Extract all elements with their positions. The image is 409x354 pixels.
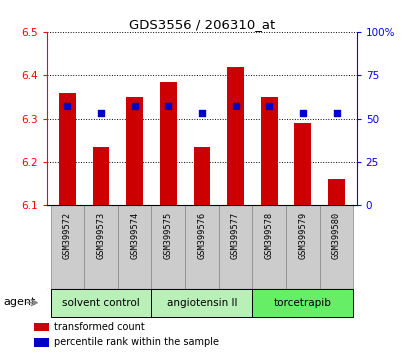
Point xyxy=(131,104,137,109)
Text: angiotensin II: angiotensin II xyxy=(166,298,236,308)
Point xyxy=(299,110,306,116)
Text: GSM399572: GSM399572 xyxy=(63,212,72,259)
Bar xyxy=(252,205,285,289)
Bar xyxy=(252,289,353,317)
Point xyxy=(97,110,104,116)
Bar xyxy=(84,205,117,289)
Text: GSM399578: GSM399578 xyxy=(264,212,273,259)
Bar xyxy=(151,289,252,317)
Point xyxy=(64,104,70,109)
Bar xyxy=(126,97,143,205)
Bar xyxy=(151,205,184,289)
Text: percentile rank within the sample: percentile rank within the sample xyxy=(54,337,218,348)
Text: agent: agent xyxy=(4,297,36,307)
Bar xyxy=(50,205,84,289)
Point xyxy=(265,104,272,109)
Bar xyxy=(34,338,49,347)
Bar xyxy=(160,82,176,205)
Bar xyxy=(50,289,151,317)
Text: GSM399576: GSM399576 xyxy=(197,212,206,259)
Text: solvent control: solvent control xyxy=(62,298,139,308)
Bar xyxy=(285,205,319,289)
Bar xyxy=(260,97,277,205)
Text: transformed count: transformed count xyxy=(54,322,144,332)
Bar xyxy=(319,205,353,289)
Text: GSM399574: GSM399574 xyxy=(130,212,139,259)
Bar xyxy=(59,92,76,205)
Bar xyxy=(193,147,210,205)
Bar xyxy=(327,179,344,205)
Title: GDS3556 / 206310_at: GDS3556 / 206310_at xyxy=(128,18,274,31)
Text: GSM399575: GSM399575 xyxy=(163,212,172,259)
Point xyxy=(164,104,171,109)
Point xyxy=(333,110,339,116)
Text: GSM399580: GSM399580 xyxy=(331,212,340,259)
Bar xyxy=(117,205,151,289)
Text: GSM399573: GSM399573 xyxy=(96,212,105,259)
Bar xyxy=(34,323,49,331)
Point xyxy=(232,104,238,109)
Bar xyxy=(92,147,109,205)
Bar xyxy=(294,123,310,205)
Text: GSM399579: GSM399579 xyxy=(298,212,307,259)
Point xyxy=(198,110,205,116)
Bar xyxy=(227,67,243,205)
Text: torcetrapib: torcetrapib xyxy=(273,298,331,308)
Text: GSM399577: GSM399577 xyxy=(231,212,240,259)
Bar xyxy=(184,205,218,289)
Bar xyxy=(218,205,252,289)
